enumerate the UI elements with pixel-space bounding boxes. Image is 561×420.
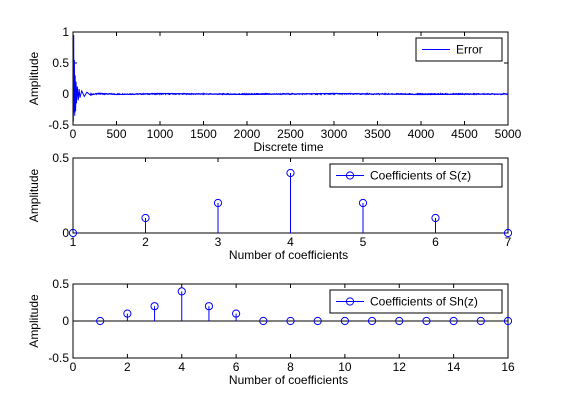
legend-label: Error [456,43,483,57]
legend: Coefficients of Sh(z) [329,289,503,314]
legend-box [415,37,503,62]
stem-marker [177,287,186,296]
x-tick-label: 8 [287,360,294,374]
stem-marker [123,309,132,318]
x-tick-label: 5 [360,235,367,249]
x-tick-label: 2000 [234,127,261,141]
legend: Error [415,37,503,62]
x-axis-label: Discrete time [253,140,323,154]
x-tick-label: 16 [501,360,515,374]
y-tick-label: -0.5 [48,351,69,365]
x-tick-label: 500 [106,127,126,141]
x-tick-label: 4 [178,360,185,374]
stem-marker [340,316,349,326]
stem-marker [232,309,241,318]
y-tick-label: 0 [62,314,69,328]
stem-marker [286,316,295,326]
x-tick-label: 4500 [451,127,478,141]
x-tick-label: 7 [505,235,512,249]
y-tick-label: 0.5 [52,151,69,165]
y-tick-label: -0.5 [48,118,69,132]
stem-marker [449,316,458,326]
stem-marker [141,213,150,223]
x-tick-label: 12 [393,360,407,374]
stem-marker [213,198,223,208]
legend-label: Coefficients of S(z) [370,169,471,183]
x-tick-label: 0 [70,127,77,141]
legend-box [329,289,503,314]
legend: Coefficients of S(z) [329,163,503,188]
error-series-line [73,35,508,122]
stem-marker [150,302,159,311]
stem-marker [96,316,105,326]
stem-marker [358,198,368,208]
y-tick-label: 1 [62,25,69,39]
x-tick-label: 3 [215,235,222,249]
stem-marker [503,228,513,238]
x-tick-label: 1 [70,235,77,249]
stem-marker [313,316,322,326]
x-tick-label: 14 [447,360,461,374]
x-tick-label: 6 [432,235,439,249]
x-tick-label: 4000 [408,127,435,141]
stem-marker [395,316,404,326]
plot-content [73,35,508,122]
stem-marker [286,168,295,178]
x-tick-label: 2500 [277,127,304,141]
y-axis-label: Amplitude [27,169,41,223]
legend-label: Coefficients of Sh(z) [370,295,478,309]
y-tick-label: 0.5 [52,277,69,291]
stem-marker [422,316,431,326]
x-axis-label: Number of coefficients [229,373,348,387]
x-tick-label: 2 [124,360,131,374]
y-tick-label: 0 [62,87,69,101]
x-tick-label: 3000 [321,127,348,141]
stem-marker [204,302,214,311]
axes-2: 1 2 3 4 5 6 7 0 0.5 Number of coefficients Amplitu… [27,151,513,262]
x-tick-label: 2 [142,235,149,249]
stem-marker [259,316,268,326]
stem-marker [367,316,377,326]
x-tick-label: 10 [338,360,352,374]
legend-marker [345,297,355,306]
stem-marker [68,228,78,238]
y-axis-label: Amplitude [27,52,41,106]
y-axis-label: Amplitude [27,294,41,348]
x-axis-label: Number of coefficients [229,248,348,262]
error-series-noise [89,92,508,96]
x-tick-label: 1000 [147,127,174,141]
x-tick-label: 3500 [364,127,391,141]
stem-marker [476,316,485,326]
stem-marker [431,213,440,223]
x-tick-label: 0 [70,360,77,374]
legend-marker [345,171,355,180]
x-tick-label: 4 [287,235,294,249]
axes-1: 0 500 1000 1500 2000 2500 3000 3500 4000 4500 5000… [27,25,522,154]
x-tick-label: 1500 [190,127,217,141]
legend-box [329,163,503,188]
x-tick-label: 5000 [495,127,522,141]
y-tick-label: 0.5 [52,56,69,70]
y-tick-label: 0 [62,226,69,240]
stem-marker [503,316,513,326]
x-tick-label: 6 [233,360,240,374]
